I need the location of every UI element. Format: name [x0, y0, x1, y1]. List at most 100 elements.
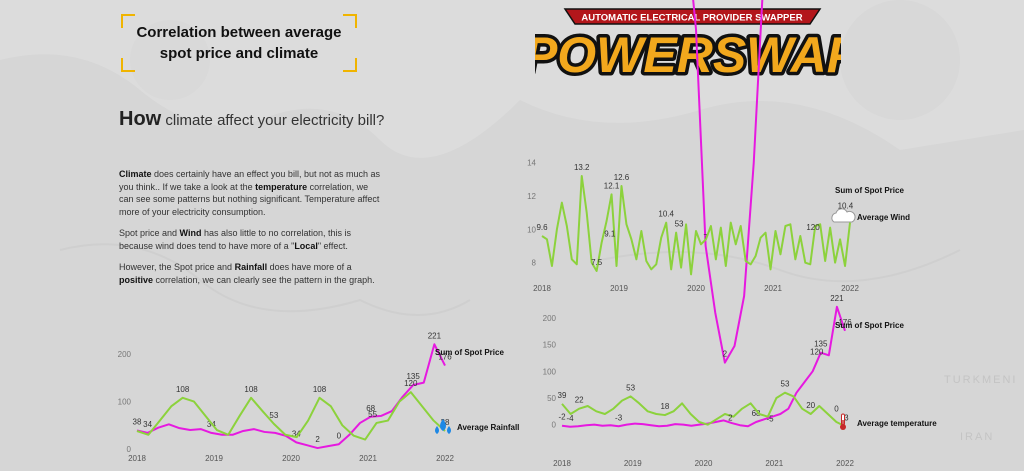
- powerswap-logo: AUTOMATIC ELECTRICAL PROVIDER SWAPPER PO…: [535, 8, 841, 86]
- legend-label: Average temperature: [857, 419, 937, 428]
- data-label: 13.2: [574, 163, 590, 172]
- data-label: 34: [292, 429, 301, 438]
- svg-text:TURKMENI: TURKMENI: [944, 374, 1017, 386]
- data-label: 120: [806, 223, 820, 232]
- x-tick-label: 2018: [128, 454, 146, 463]
- data-label: 108: [313, 385, 327, 394]
- x-tick-label: 2020: [695, 459, 713, 468]
- data-label: 108: [176, 385, 190, 394]
- emphasis-text: Local: [294, 240, 318, 251]
- corner-bracket: [121, 58, 135, 72]
- heading-strong: How: [119, 108, 162, 130]
- thermometer-icon: [840, 413, 846, 430]
- legend-label: Sum of Spot Price: [435, 348, 504, 357]
- legend-label: Sum of Spot Price: [835, 186, 904, 195]
- emphasis-text: Rainfall: [234, 262, 268, 272]
- paragraph: However, the Spot price and Rainfall doe…: [119, 261, 385, 286]
- data-label: 135: [406, 372, 420, 381]
- paragraph: Spot price and Wind has also little to n…: [119, 227, 385, 252]
- data-label: 53: [675, 220, 684, 229]
- heading-rest: climate affect your electricity bill?: [161, 112, 385, 129]
- data-label: 38: [441, 418, 450, 427]
- data-label: -2: [558, 413, 566, 422]
- series-line-spot: [136, 343, 446, 450]
- data-label: 55: [368, 410, 377, 419]
- cloud-icon: [831, 208, 856, 223]
- x-tick-label: 2022: [836, 459, 854, 468]
- data-label: -3: [841, 413, 849, 422]
- body-text-run: Spot price and: [119, 228, 180, 238]
- y-tick-label: 0: [127, 445, 132, 454]
- body-text-run: correlation, we can clearly see the patt…: [153, 274, 375, 285]
- page-title-line2: spot price and climate: [159, 45, 319, 62]
- x-tick-label: 2018: [553, 459, 571, 468]
- data-label: 135: [814, 340, 828, 349]
- y-tick-label: 12: [527, 192, 536, 201]
- data-label: 2: [723, 350, 728, 359]
- data-label: 22: [575, 396, 584, 405]
- x-tick-label: 2022: [436, 454, 454, 463]
- data-label: 53: [781, 380, 790, 389]
- svg-text:POWERSWAP: POWERSWAP: [535, 27, 841, 83]
- y-tick-label: 8: [532, 259, 537, 268]
- data-label: 176: [438, 353, 452, 362]
- data-label: 176: [838, 318, 852, 327]
- y-tick-label: 200: [543, 314, 557, 323]
- data-label: 10.4: [658, 210, 674, 219]
- body-text-run: However, the Spot price and: [119, 262, 235, 272]
- data-label: 9.6: [536, 223, 548, 232]
- data-label: 108: [244, 385, 258, 394]
- data-label: 12.1: [604, 181, 620, 190]
- data-label: 34: [143, 420, 152, 429]
- data-label: 2: [315, 435, 320, 444]
- y-tick-label: 200: [118, 350, 132, 359]
- legend-label: Average Rainfall: [457, 423, 519, 432]
- logo-banner-text: AUTOMATIC ELECTRICAL PROVIDER SWAPPER: [581, 13, 802, 24]
- data-label: 7.5: [591, 258, 603, 267]
- y-tick-label: 150: [543, 341, 557, 350]
- x-tick-label: 2020: [687, 284, 705, 293]
- series-line-climate: [136, 391, 446, 441]
- corner-bracket: [121, 14, 135, 28]
- x-tick-label: 2018: [533, 284, 551, 293]
- x-tick-label: 2022: [841, 284, 859, 293]
- wind-chart: 8101214201820192020202120223972685313522…: [527, 0, 910, 364]
- data-label: -3: [615, 413, 623, 422]
- data-label: 0: [337, 431, 342, 440]
- data-label: 120: [810, 348, 824, 357]
- x-tick-label: 2020: [282, 454, 300, 463]
- data-label: 9.1: [604, 230, 616, 239]
- x-tick-label: 2019: [624, 459, 642, 468]
- section-heading: How climate affect your electricity bill…: [119, 108, 389, 130]
- data-label: 53: [626, 383, 635, 392]
- data-label: 120: [404, 379, 418, 388]
- svg-text:IRAN: IRAN: [960, 431, 994, 443]
- series-line-spot: [692, 0, 764, 364]
- data-label: 53: [269, 411, 278, 420]
- page-title-line1: Correlation between average: [136, 24, 342, 41]
- data-label: 10.4: [838, 201, 854, 210]
- data-label: 2: [728, 413, 733, 422]
- y-tick-label: 0: [552, 421, 557, 430]
- body-text-run: has also little to no correlation, this …: [119, 228, 352, 251]
- y-tick-label: 10: [527, 225, 536, 234]
- body-text-run: does certainly have an effect you bill, …: [119, 169, 380, 192]
- title-box: Correlation between average spot price a…: [121, 14, 357, 72]
- series-line-climate: [561, 391, 846, 428]
- data-label: 20: [806, 401, 815, 410]
- x-tick-label: 2019: [610, 284, 628, 293]
- logo-wordmark: POWERSWAP: [535, 27, 841, 83]
- paragraph: Climate does certainly have an effect yo…: [119, 168, 385, 218]
- body-text-run: " effect.: [317, 240, 348, 251]
- x-tick-label: 2021: [359, 454, 377, 463]
- emphasis-text: temperature: [255, 181, 308, 192]
- x-tick-label: 2019: [205, 454, 223, 463]
- data-label: -4: [567, 414, 575, 423]
- data-label: 221: [830, 294, 844, 303]
- emphasis-text: positive: [119, 274, 154, 285]
- y-tick-label: 100: [118, 398, 132, 407]
- data-label: 38: [133, 418, 142, 427]
